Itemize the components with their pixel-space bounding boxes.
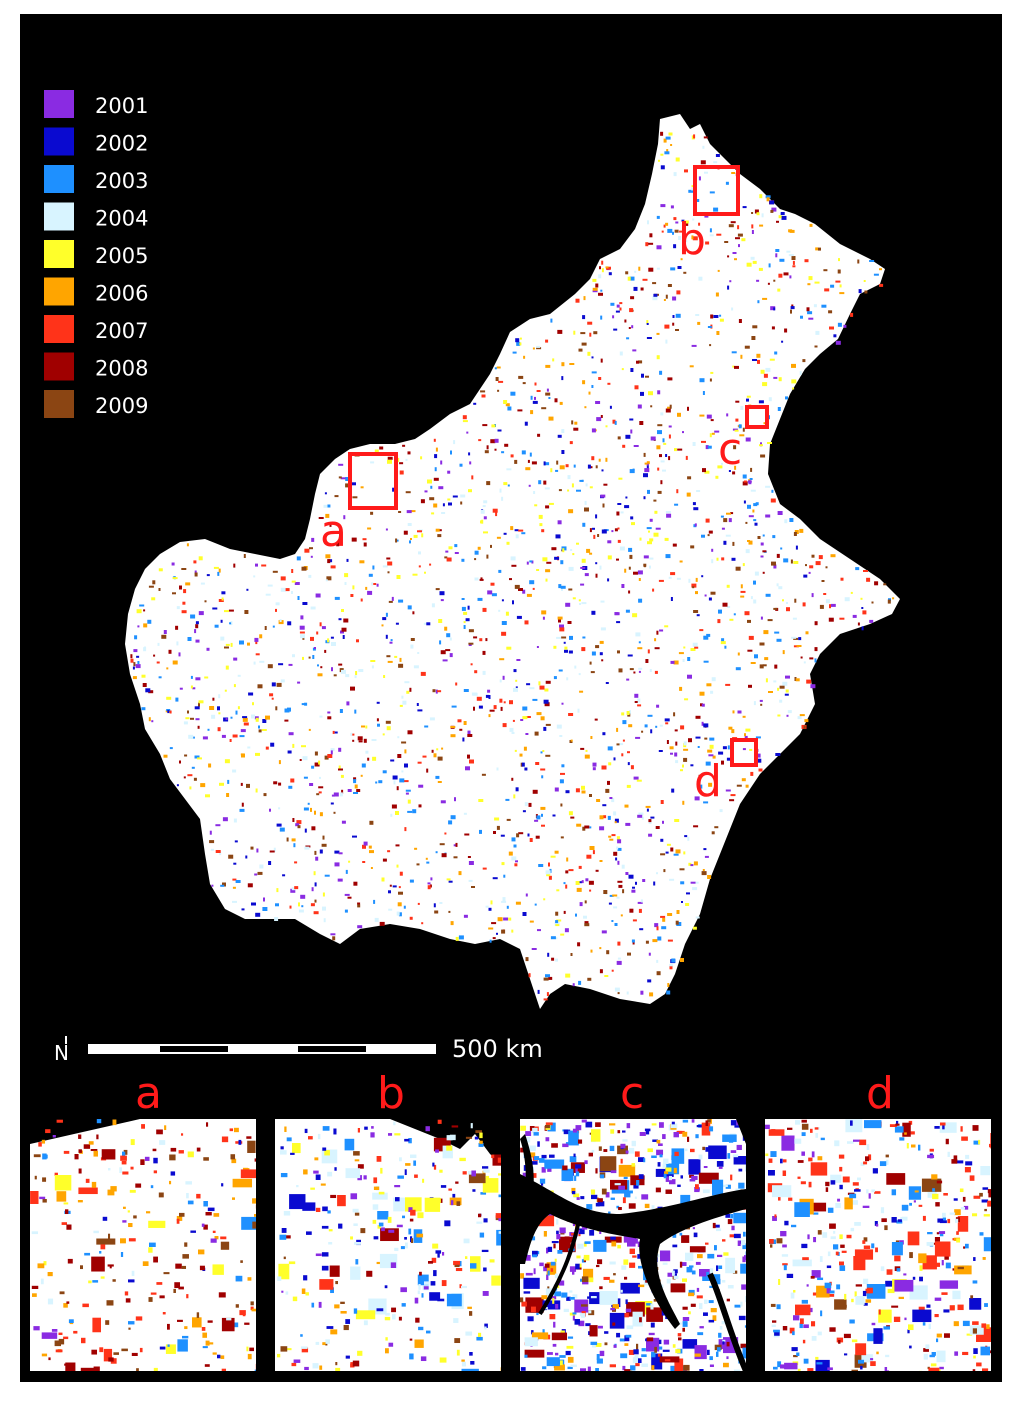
island-landmass xyxy=(125,114,900,1009)
legend-swatch-2009 xyxy=(44,390,74,418)
region-box-b xyxy=(693,165,740,216)
deforestation-pixels xyxy=(130,131,895,1001)
legend-swatch-2005 xyxy=(44,240,74,268)
inset-panel-d xyxy=(765,1119,991,1371)
legend-label-2002: 2002 xyxy=(95,132,148,156)
inset-panel-c xyxy=(520,1119,746,1371)
inset-label-c: c xyxy=(620,1068,644,1119)
legend-swatch-2006 xyxy=(44,277,74,306)
inset-label-b: b xyxy=(377,1068,405,1119)
inset-label-d: d xyxy=(866,1068,894,1119)
region-label-d: d xyxy=(694,756,722,807)
legend-label-2009: 2009 xyxy=(95,394,148,418)
legend-swatch-2001 xyxy=(44,90,74,118)
legend-label-2004: 2004 xyxy=(95,207,148,231)
region-box-d xyxy=(730,738,758,767)
inset-label-a: a xyxy=(135,1068,162,1119)
scale-label: 500 km xyxy=(452,1035,543,1063)
inset-panel-a xyxy=(30,1119,256,1371)
legend-swatch-2004 xyxy=(44,202,74,231)
region-label-c: c xyxy=(718,424,742,475)
legend-label-2001: 2001 xyxy=(95,94,148,118)
region-label-b: b xyxy=(678,214,706,265)
legend-swatch-2002 xyxy=(44,127,74,156)
region-box-c xyxy=(745,405,769,429)
legend-swatch-2007 xyxy=(44,315,74,343)
map-figure: 2001 2002 2003 2004 2005 2006 2007 2008 2009 a b… xyxy=(20,14,1002,1382)
region-label-a: a xyxy=(320,506,347,557)
inset-panel-b xyxy=(275,1119,501,1371)
legend-label-2005: 2005 xyxy=(95,244,148,268)
region-box-a xyxy=(348,452,398,510)
legend-label-2003: 2003 xyxy=(95,169,148,193)
north-arrow-icon: N xyxy=(54,1041,69,1065)
map-canvas: 2001 2002 2003 2004 2005 2006 2007 2008 2009 a b… xyxy=(30,90,991,1371)
legend-label-2008: 2008 xyxy=(95,357,148,381)
legend-label-2007: 2007 xyxy=(95,319,148,343)
legend-label-2006: 2006 xyxy=(95,282,148,306)
legend: 2001 2002 2003 2004 2005 2006 2007 2008 2009 xyxy=(44,90,148,418)
scale-bar: N 500 km xyxy=(54,1035,543,1065)
legend-swatch-2008 xyxy=(44,352,74,381)
legend-swatch-2003 xyxy=(44,165,74,193)
